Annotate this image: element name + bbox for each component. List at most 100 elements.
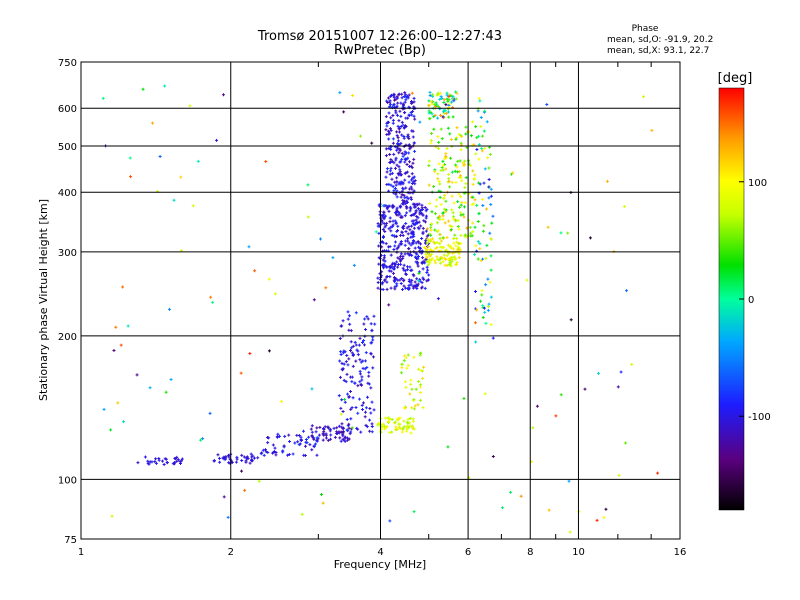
data-point (248, 461, 252, 465)
data-point (456, 225, 460, 229)
data-point (427, 261, 431, 265)
data-point (172, 198, 176, 202)
data-point (385, 265, 389, 269)
data-point (396, 124, 400, 128)
data-point (412, 219, 416, 223)
data-point (413, 222, 417, 226)
data-point (420, 211, 424, 215)
data-point (338, 91, 342, 95)
data-point (457, 227, 461, 231)
data-point (419, 369, 423, 373)
data-point (406, 417, 410, 421)
data-point (395, 148, 399, 152)
data-point (436, 257, 440, 261)
data-point (347, 395, 351, 399)
data-point (531, 426, 535, 430)
data-point (460, 135, 464, 139)
data-point (445, 254, 449, 258)
data-point (218, 460, 222, 464)
data-point (356, 384, 360, 388)
data-point (401, 103, 405, 107)
data-point (433, 259, 437, 263)
data-point (449, 246, 453, 250)
data-point (569, 318, 573, 322)
data-point (391, 267, 395, 271)
data-point (273, 292, 277, 296)
data-point (412, 407, 416, 411)
data-point (337, 430, 341, 434)
data-point (483, 310, 487, 314)
data-point (394, 109, 398, 113)
data-point (406, 421, 410, 425)
data-point (244, 459, 248, 463)
data-point (154, 457, 158, 461)
data-point (463, 159, 467, 163)
data-point (408, 228, 412, 232)
data-point (388, 220, 392, 224)
data-point (321, 501, 325, 505)
data-point (398, 149, 402, 153)
data-point (249, 452, 253, 456)
data-point (489, 237, 493, 241)
data-point (488, 231, 492, 235)
data-point (547, 508, 551, 512)
data-point (346, 392, 350, 396)
data-point (451, 247, 455, 251)
data-point (365, 366, 369, 370)
data-point (439, 95, 443, 99)
data-point (224, 455, 228, 459)
data-point (372, 408, 376, 412)
data-point (404, 98, 408, 102)
data-point (422, 277, 426, 281)
data-point (415, 252, 419, 256)
data-point (154, 461, 158, 465)
data-point (435, 221, 439, 225)
data-point (364, 328, 368, 332)
x-tick-label: 1 (78, 547, 84, 558)
data-point (438, 237, 442, 241)
data-point (353, 340, 357, 344)
data-point (376, 423, 380, 427)
data-point (279, 399, 283, 403)
data-point (445, 93, 449, 97)
data-point (338, 436, 342, 440)
data-point (404, 230, 408, 234)
data-point (477, 96, 481, 100)
data-point (438, 97, 442, 101)
data-point (363, 410, 367, 414)
data-point (411, 109, 415, 113)
data-point (385, 182, 389, 186)
data-point (438, 241, 442, 245)
data-point (291, 452, 295, 456)
data-point (479, 115, 483, 119)
data-point (393, 166, 397, 170)
data-point (418, 212, 422, 216)
data-point (341, 367, 345, 371)
data-point (101, 96, 105, 100)
data-point (459, 233, 463, 237)
data-point (402, 359, 406, 363)
data-point (315, 426, 319, 430)
data-point (409, 99, 413, 103)
data-point (439, 202, 443, 206)
data-point (387, 209, 391, 213)
data-point (430, 112, 434, 116)
data-point (349, 407, 353, 411)
data-point (468, 164, 472, 168)
data-point (403, 252, 407, 256)
data-point (402, 126, 406, 130)
y-tick-label: 750 (58, 58, 77, 69)
data-point (306, 215, 310, 219)
data-point (300, 512, 304, 516)
data-point (481, 229, 485, 233)
data-point (349, 349, 353, 353)
data-point (401, 154, 405, 158)
data-point (416, 367, 420, 371)
data-point (397, 119, 401, 123)
data-point (399, 282, 403, 286)
data-point (242, 455, 246, 459)
data-point (642, 95, 646, 99)
data-point (419, 224, 423, 228)
data-point (196, 159, 200, 163)
data-point (407, 284, 411, 288)
